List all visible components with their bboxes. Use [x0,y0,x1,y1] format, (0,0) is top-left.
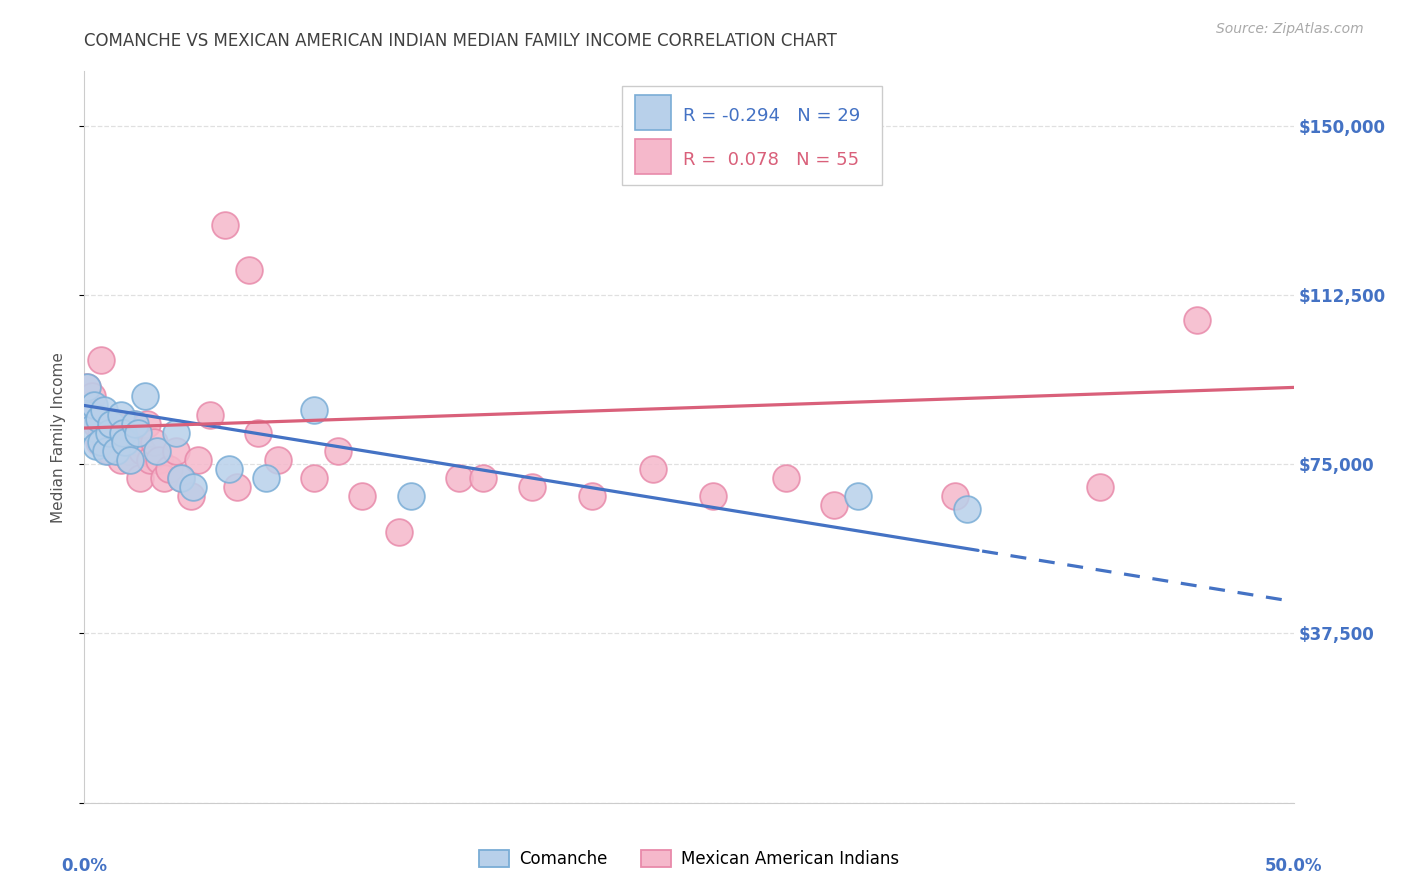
Point [153,471,176,485]
Point [214,218,236,232]
Point [124,417,146,431]
Point [218,461,240,475]
Point [225,480,247,494]
Point [110,408,132,422]
Point [131,443,153,458]
Point [97,425,120,440]
Point [94,443,117,458]
Point [112,434,135,449]
Point [86,439,108,453]
Point [97,443,120,458]
Text: R =  0.078   N = 55: R = 0.078 N = 55 [683,151,859,169]
Point [138,452,160,467]
Point [148,452,170,467]
Point [449,471,471,485]
Point [254,471,277,485]
Point [143,434,166,449]
Point [146,443,169,458]
Text: COMANCHE VS MEXICAN AMERICAN INDIAN MEDIAN FAMILY INCOME CORRELATION CHART: COMANCHE VS MEXICAN AMERICAN INDIAN MEDI… [84,32,837,50]
Point [121,417,143,431]
Point [846,489,869,503]
FancyBboxPatch shape [634,139,671,174]
Point [165,425,187,440]
Point [187,452,209,467]
Point [117,443,139,458]
Point [77,408,100,422]
Point [136,417,159,431]
Point [641,461,664,475]
Point [127,425,149,440]
FancyBboxPatch shape [623,86,883,185]
Point [198,408,221,422]
Point [90,434,112,449]
Legend: Comanche, Mexican American Indians: Comanche, Mexican American Indians [472,844,905,875]
Point [165,443,187,458]
Point [90,421,112,435]
Point [388,524,411,539]
Point [238,263,260,277]
Point [129,471,152,485]
Point [181,480,204,494]
Point [114,425,136,440]
Point [93,403,115,417]
Point [775,471,797,485]
Point [120,452,142,467]
Point [87,434,110,449]
Point [302,403,325,417]
Point [581,489,603,503]
Point [100,425,122,440]
Point [107,443,129,458]
Point [302,471,325,485]
Point [80,389,103,403]
Point [472,471,495,485]
Point [399,489,422,503]
Point [120,452,142,467]
Point [77,399,100,413]
Point [352,489,374,503]
Point [76,380,98,394]
Point [76,380,98,394]
Point [170,471,193,485]
Point [267,452,290,467]
Point [86,417,108,431]
Point [823,498,845,512]
Point [104,443,127,458]
Point [180,489,202,503]
Point [520,480,543,494]
Point [103,417,125,431]
Point [943,489,966,503]
Point [94,434,117,449]
Point [134,389,156,403]
Point [702,489,724,503]
Point [956,502,979,516]
Point [83,408,105,422]
Point [93,425,115,440]
Point [80,421,103,435]
Point [170,471,193,485]
Y-axis label: Median Family Income: Median Family Income [51,351,66,523]
Text: 0.0%: 0.0% [62,857,107,875]
Point [127,434,149,449]
FancyBboxPatch shape [634,95,671,129]
Point [328,443,350,458]
Point [83,399,105,413]
Point [90,353,112,368]
Point [114,434,136,449]
Point [1088,480,1111,494]
Text: R = -0.294   N = 29: R = -0.294 N = 29 [683,107,860,125]
Point [110,452,132,467]
Point [87,412,110,426]
Point [104,434,127,449]
Text: Source: ZipAtlas.com: Source: ZipAtlas.com [1216,22,1364,37]
Point [247,425,270,440]
Point [1185,312,1208,326]
Point [100,417,122,431]
Text: 50.0%: 50.0% [1265,857,1322,875]
Point [157,461,180,475]
Point [112,425,135,440]
